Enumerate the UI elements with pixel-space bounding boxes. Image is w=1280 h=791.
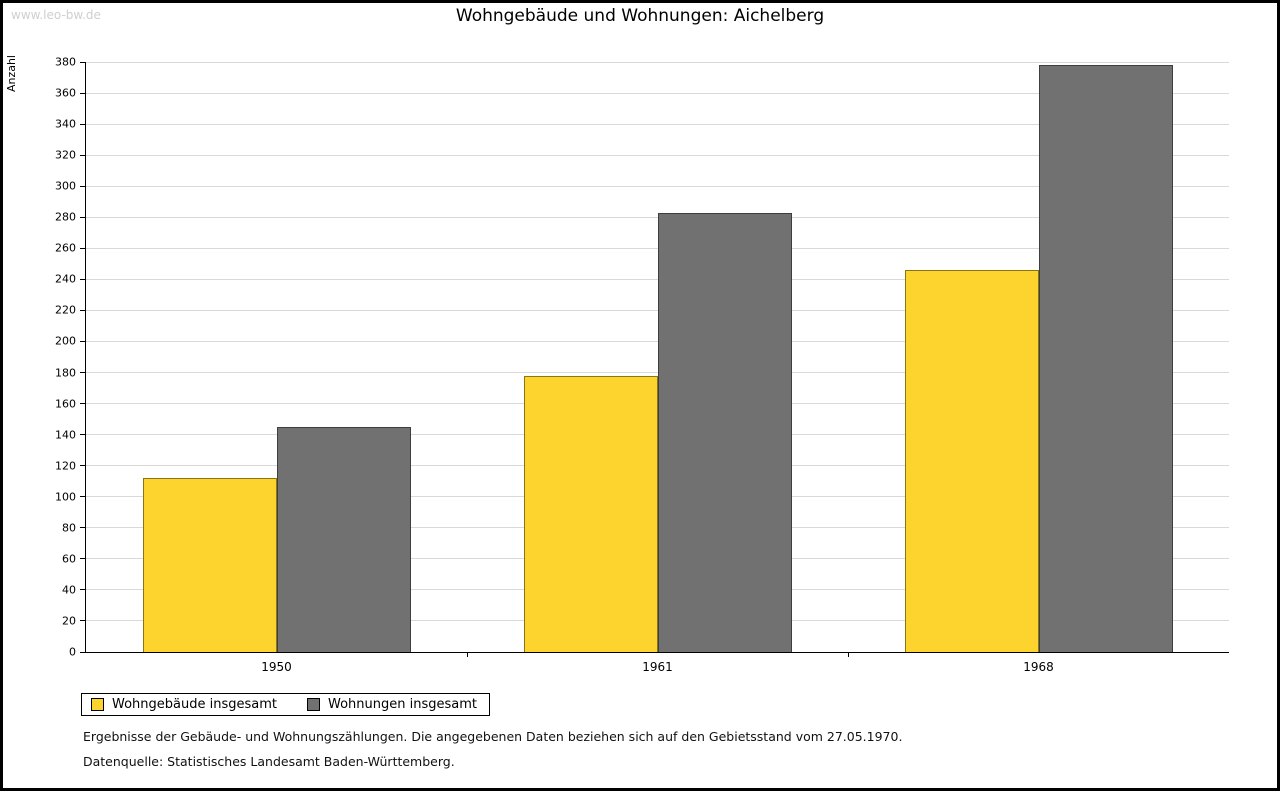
y-axis-tick [80,123,86,125]
y-axis-tick [80,589,86,591]
legend-swatch [91,698,104,711]
gridline [86,185,1229,187]
y-axis-tick-label: 340 [55,117,76,131]
x-axis-tick [466,652,468,657]
y-axis-tick [80,309,86,311]
bar-wohnungen-1968 [1038,65,1173,652]
y-axis-tick-label: 200 [55,334,76,348]
gridline [86,154,1229,156]
legend-label: Wohnungen insgesamt [328,697,477,712]
y-axis-tick [80,496,86,498]
gridline [86,61,1229,63]
legend-swatch [307,698,320,711]
y-axis-tick [80,340,86,342]
y-axis-tick-label: 160 [55,397,76,411]
y-axis-tick-label: 280 [55,210,76,224]
footnote-line-2: Datenquelle: Statistisches Landesamt Bad… [83,754,455,769]
legend-item: Wohngebäude insgesamt [91,697,277,712]
y-axis-tick-label: 360 [55,86,76,100]
y-axis-tick-label: 40 [62,583,76,597]
x-axis-category-label: 1950 [261,660,292,674]
x-axis-category-label: 1961 [642,660,673,674]
y-axis-tick [80,403,86,405]
bar-wohngebäude-1950 [142,478,277,652]
gridline [86,123,1229,125]
y-axis-tick-label: 220 [55,303,76,317]
y-axis-tick [80,247,86,249]
y-axis-tick [80,185,86,187]
y-axis-tick [80,465,86,467]
y-axis-tick-label: 100 [55,490,76,504]
y-axis-tick-label: 260 [55,241,76,255]
bar-wohngebäude-1968 [904,270,1039,652]
y-axis-tick [80,434,86,436]
x-axis-category-label: 1968 [1023,660,1054,674]
y-axis-tick [80,92,86,94]
bar-wohnungen-1950 [276,426,411,652]
y-axis-tick [80,372,86,374]
y-axis-tick-label: 80 [62,521,76,535]
y-axis-tick-label: 20 [62,614,76,628]
chart-title: Wohngebäude und Wohnungen: Aichelberg [455,6,825,26]
plot-area: 0 20 40 60 80 100 120 140 160 180 200 220 240 260 280 3… [55,56,1229,674]
bar-wohngebäude-1961 [523,375,658,652]
y-axis-tick [80,278,86,280]
x-axis-tick [847,652,849,657]
y-axis-tick [80,61,86,63]
footnotes: Ergebnisse der Gebäude- und Wohnungszähl… [83,729,902,779]
y-axis-tick-label: 380 [55,55,76,69]
y-axis-tick-label: 120 [55,459,76,473]
legend-item: Wohnungen insgesamt [307,697,477,712]
y-axis-tick [80,154,86,156]
y-axis-tick-label: 180 [55,366,76,380]
y-axis-tick [80,527,86,529]
y-axis-tick [80,216,86,218]
y-axis-tick-label: 240 [55,272,76,286]
y-axis-tick [80,651,86,653]
y-axis-tick-label: 320 [55,148,76,162]
y-axis-tick [80,558,86,560]
y-axis-title: Anzahl [5,55,18,93]
footnote-line-1: Ergebnisse der Gebäude- und Wohnungszähl… [83,729,903,744]
watermark-url: www.leo-bw.de [11,8,101,22]
y-axis-tick-label: 300 [55,179,76,193]
y-axis-tick-label: 0 [69,645,76,659]
legend-label: Wohngebäude insgesamt [112,697,277,712]
gridline [86,92,1229,94]
legend: Wohngebäude insgesamt Wohnungen insgesamt [81,693,490,716]
y-axis-tick-label: 60 [62,552,76,566]
bar-wohnungen-1961 [657,212,792,652]
y-axis-tick-label: 140 [55,428,76,442]
y-axis-tick [80,620,86,622]
